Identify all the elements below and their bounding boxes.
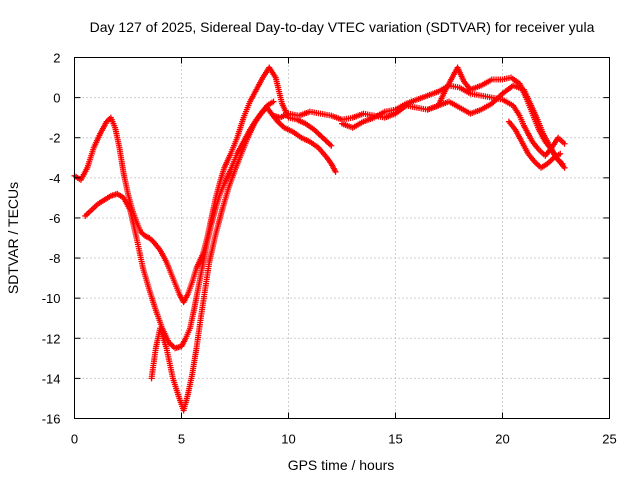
y-tick-label: -8 <box>49 251 61 266</box>
chart-title: Day 127 of 2025, Sidereal Day-to-day VTE… <box>90 19 595 35</box>
y-tick-label: -2 <box>49 131 61 146</box>
y-tick-label: -4 <box>49 171 61 186</box>
series-track-7 <box>505 118 564 171</box>
series-track-1 <box>71 64 335 306</box>
data-point <box>561 164 568 171</box>
x-tick-label: 15 <box>388 432 402 447</box>
series-track-3 <box>148 98 277 414</box>
y-tick-label: -10 <box>42 291 61 306</box>
x-tick-label: 10 <box>281 432 295 447</box>
y-tick-label: 2 <box>53 51 60 66</box>
data-point <box>328 142 335 149</box>
data-point <box>270 98 277 105</box>
x-tick-label: 25 <box>602 432 616 447</box>
series-track-4 <box>270 82 566 167</box>
y-tick-labels: -16 -14 -12 -10 -8 -6 -4 -2 0 2 <box>42 51 61 427</box>
y-tick-label: -16 <box>42 412 61 427</box>
data-point <box>557 150 564 157</box>
y-axis-label: SDTVAR / TECUs <box>5 182 21 294</box>
y-tick-label: -12 <box>42 331 61 346</box>
x-tick-label: 5 <box>178 432 185 447</box>
series-track-6 <box>424 64 568 171</box>
y-tick-label: 0 <box>53 91 60 106</box>
x-axis-label: GPS time / hours <box>288 457 395 473</box>
y-tick-label: -6 <box>49 211 61 226</box>
data-point <box>561 140 568 147</box>
series-track-5 <box>339 82 568 159</box>
data-point <box>332 168 339 175</box>
data-marks <box>71 64 568 414</box>
y-tick-label: -14 <box>42 371 61 386</box>
axis-ticks <box>74 57 610 419</box>
x-tick-labels: 0 5 10 15 20 25 <box>71 432 617 447</box>
x-tick-label: 0 <box>71 432 78 447</box>
x-tick-label: 20 <box>495 432 509 447</box>
plot-frame <box>74 57 610 419</box>
